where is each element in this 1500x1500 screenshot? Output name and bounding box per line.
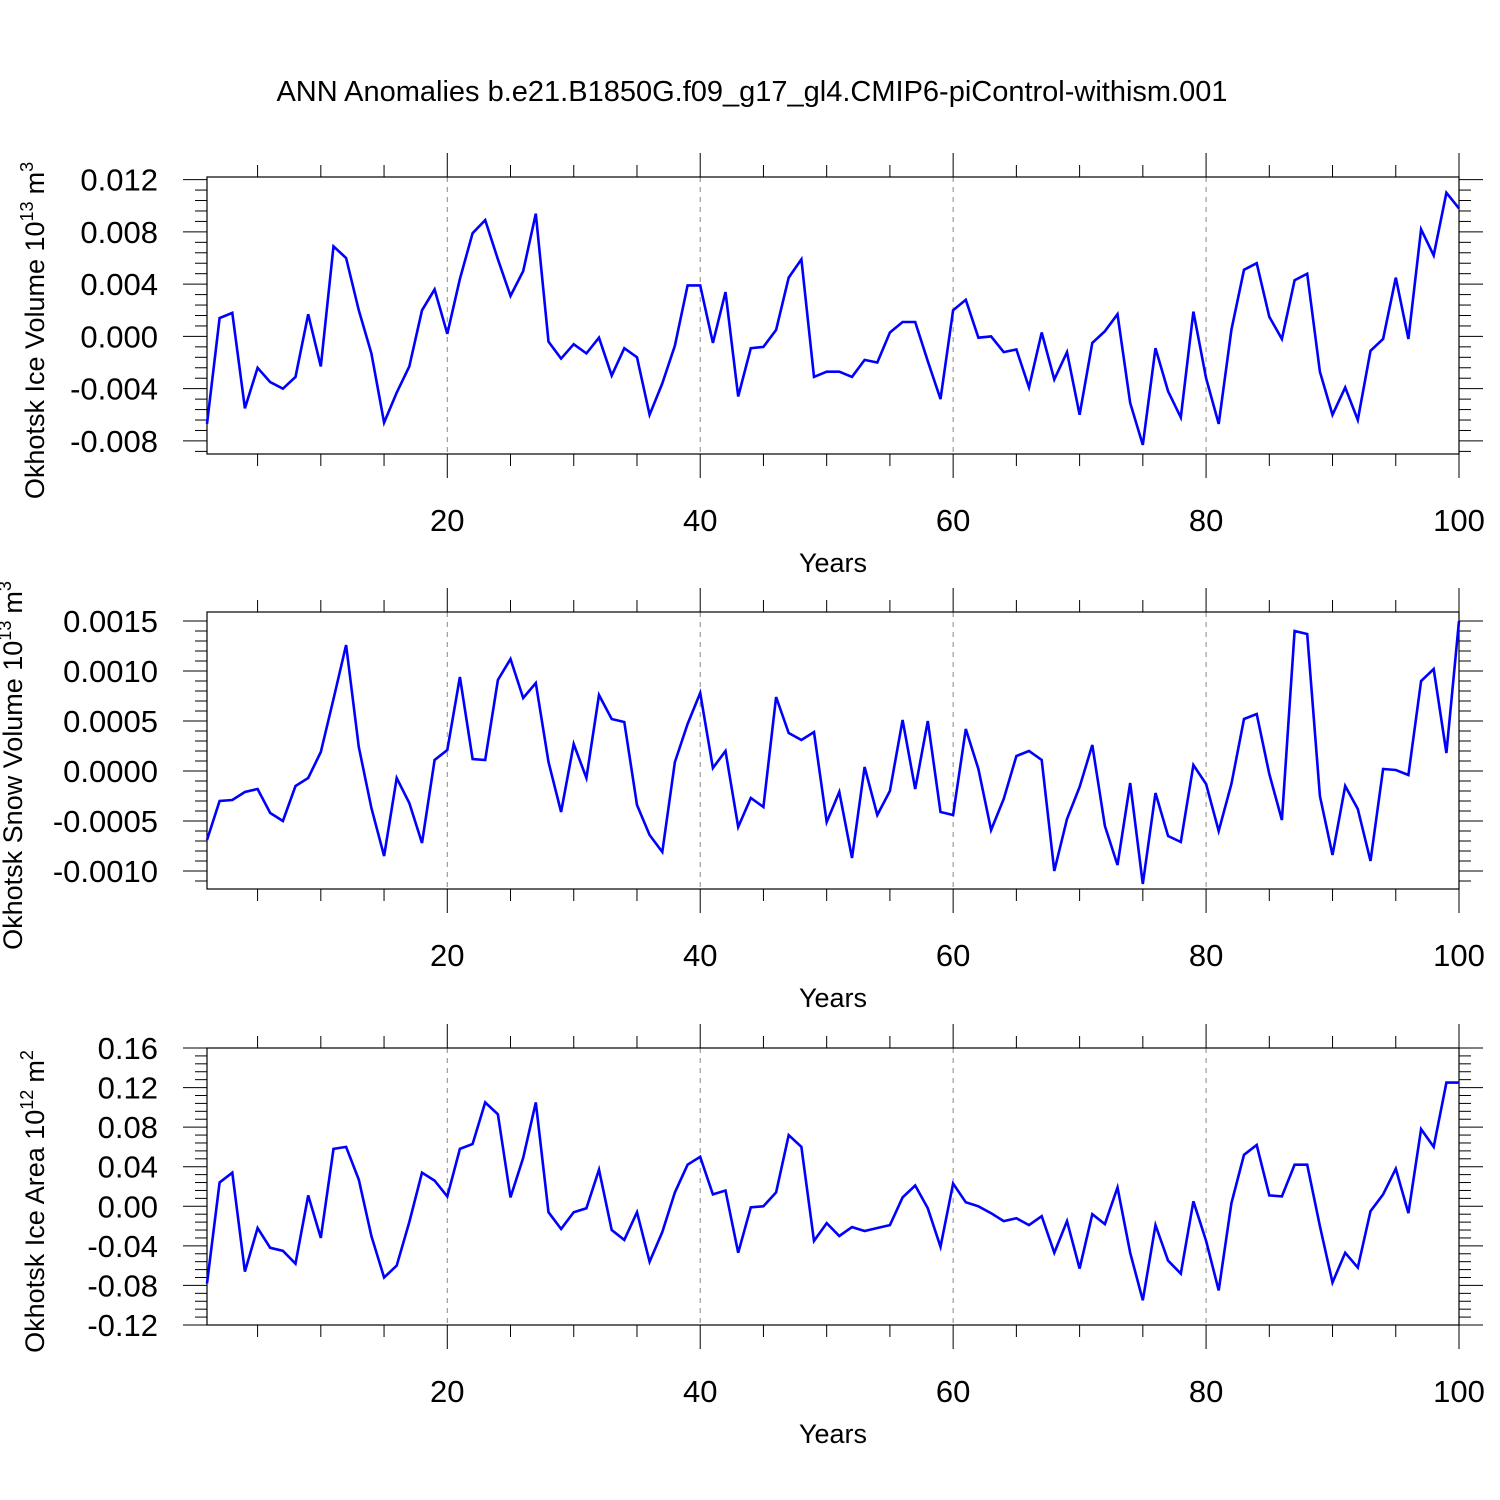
y-axis-title-exponent: 12 (17, 1090, 37, 1110)
y-tick-label: 0.00 (98, 1189, 158, 1224)
y-tick-label: 0.04 (98, 1150, 158, 1185)
y-axis-title-text: Okhotsk Ice Area 10 (20, 1110, 50, 1353)
y-tick-label: -0.04 (87, 1229, 158, 1264)
y-axis-title-unit-exponent: 3 (0, 581, 15, 591)
y-axis-title-unit: m (0, 591, 28, 614)
x-tick-label: 40 (683, 938, 717, 973)
y-tick-label: 0.012 (80, 163, 158, 198)
y-tick-label: 0.0015 (63, 604, 158, 639)
y-tick-label: -0.0010 (53, 854, 158, 889)
y-tick-label: 0.0005 (63, 704, 158, 739)
plot-frame (206, 176, 1460, 455)
plot-frame (206, 1047, 1460, 1326)
x-tick-label: 40 (683, 503, 717, 538)
y-axis-title-unit: m (20, 1060, 50, 1083)
x-tick-label: 20 (430, 1374, 464, 1409)
y-axis-title: Okhotsk Snow Volume 1013 m3 (0, 581, 28, 950)
x-tick-label: 60 (936, 503, 970, 538)
x-tick-label: 80 (1189, 938, 1223, 973)
y-axis-title-text: Okhotsk Snow Volume 10 (0, 641, 28, 950)
y-tick-label: 0.000 (80, 319, 158, 354)
y-axis-title-unit: m (20, 172, 50, 195)
y-tick-label: -0.08 (87, 1268, 158, 1303)
x-tick-label: 100 (1433, 503, 1485, 538)
y-axis-title-unit-exponent: 3 (17, 162, 37, 172)
plot-frame (206, 611, 1460, 890)
x-tick-label: 80 (1189, 503, 1223, 538)
x-tick-label: 60 (936, 938, 970, 973)
x-tick-label: 80 (1189, 1374, 1223, 1409)
x-tick-label: 20 (430, 938, 464, 973)
series-line (205, 1081, 1459, 1301)
y-tick-label: 0.12 (98, 1071, 158, 1106)
x-axis-title: Years (799, 1419, 867, 1449)
y-axis-title-text: Okhotsk Ice Volume 10 (20, 221, 50, 499)
x-tick-label: 20 (430, 503, 464, 538)
x-axis-title: Years (799, 548, 867, 578)
y-tick-label: -0.004 (70, 372, 158, 407)
panel-1: 20 40 60 80 100 Years -0.008 -0.004 0.000 0.004 0.… (17, 153, 1485, 578)
y-tick-label: -0.12 (87, 1308, 158, 1343)
y-tick-label: -0.0005 (53, 804, 158, 839)
y-tick-label: 0.004 (80, 267, 158, 302)
y-axis-title-unit-exponent: 2 (17, 1050, 37, 1060)
y-axis-title-exponent: 13 (0, 621, 15, 641)
y-tick-label: 0.0010 (63, 654, 158, 689)
y-axis-title: Okhotsk Ice Area 1012 m2 (17, 1050, 50, 1353)
x-tick-label: 100 (1433, 938, 1485, 973)
series-line (205, 189, 1461, 446)
panel-3: 20 40 60 80 100 Years -0.12 -0.08 -0.04 0.00 0.04 0… (17, 1024, 1485, 1449)
y-axis-title: Okhotsk Ice Volume 1013 m3 (17, 162, 50, 499)
y-axis-title-exponent: 13 (17, 201, 37, 221)
y-tick-label: 0.008 (80, 215, 158, 250)
y-tick-label: -0.008 (70, 424, 158, 459)
y-tick-label: 0.16 (98, 1031, 158, 1066)
y-tick-label: 0.0000 (63, 754, 158, 789)
series-line (205, 620, 1461, 885)
x-tick-label: 100 (1433, 1374, 1485, 1409)
panel-2: 20 40 60 80 100 Years -0.0010 -0.0005 0.0000 0.00… (0, 581, 1485, 1013)
y-tick-label: 0.08 (98, 1110, 158, 1145)
x-axis-title: Years (799, 983, 867, 1013)
chart-title: ANN Anomalies b.e21.B1850G.f09_g17_gl4.C… (276, 76, 1227, 108)
x-tick-label: 60 (936, 1374, 970, 1409)
x-tick-label: 40 (683, 1374, 717, 1409)
